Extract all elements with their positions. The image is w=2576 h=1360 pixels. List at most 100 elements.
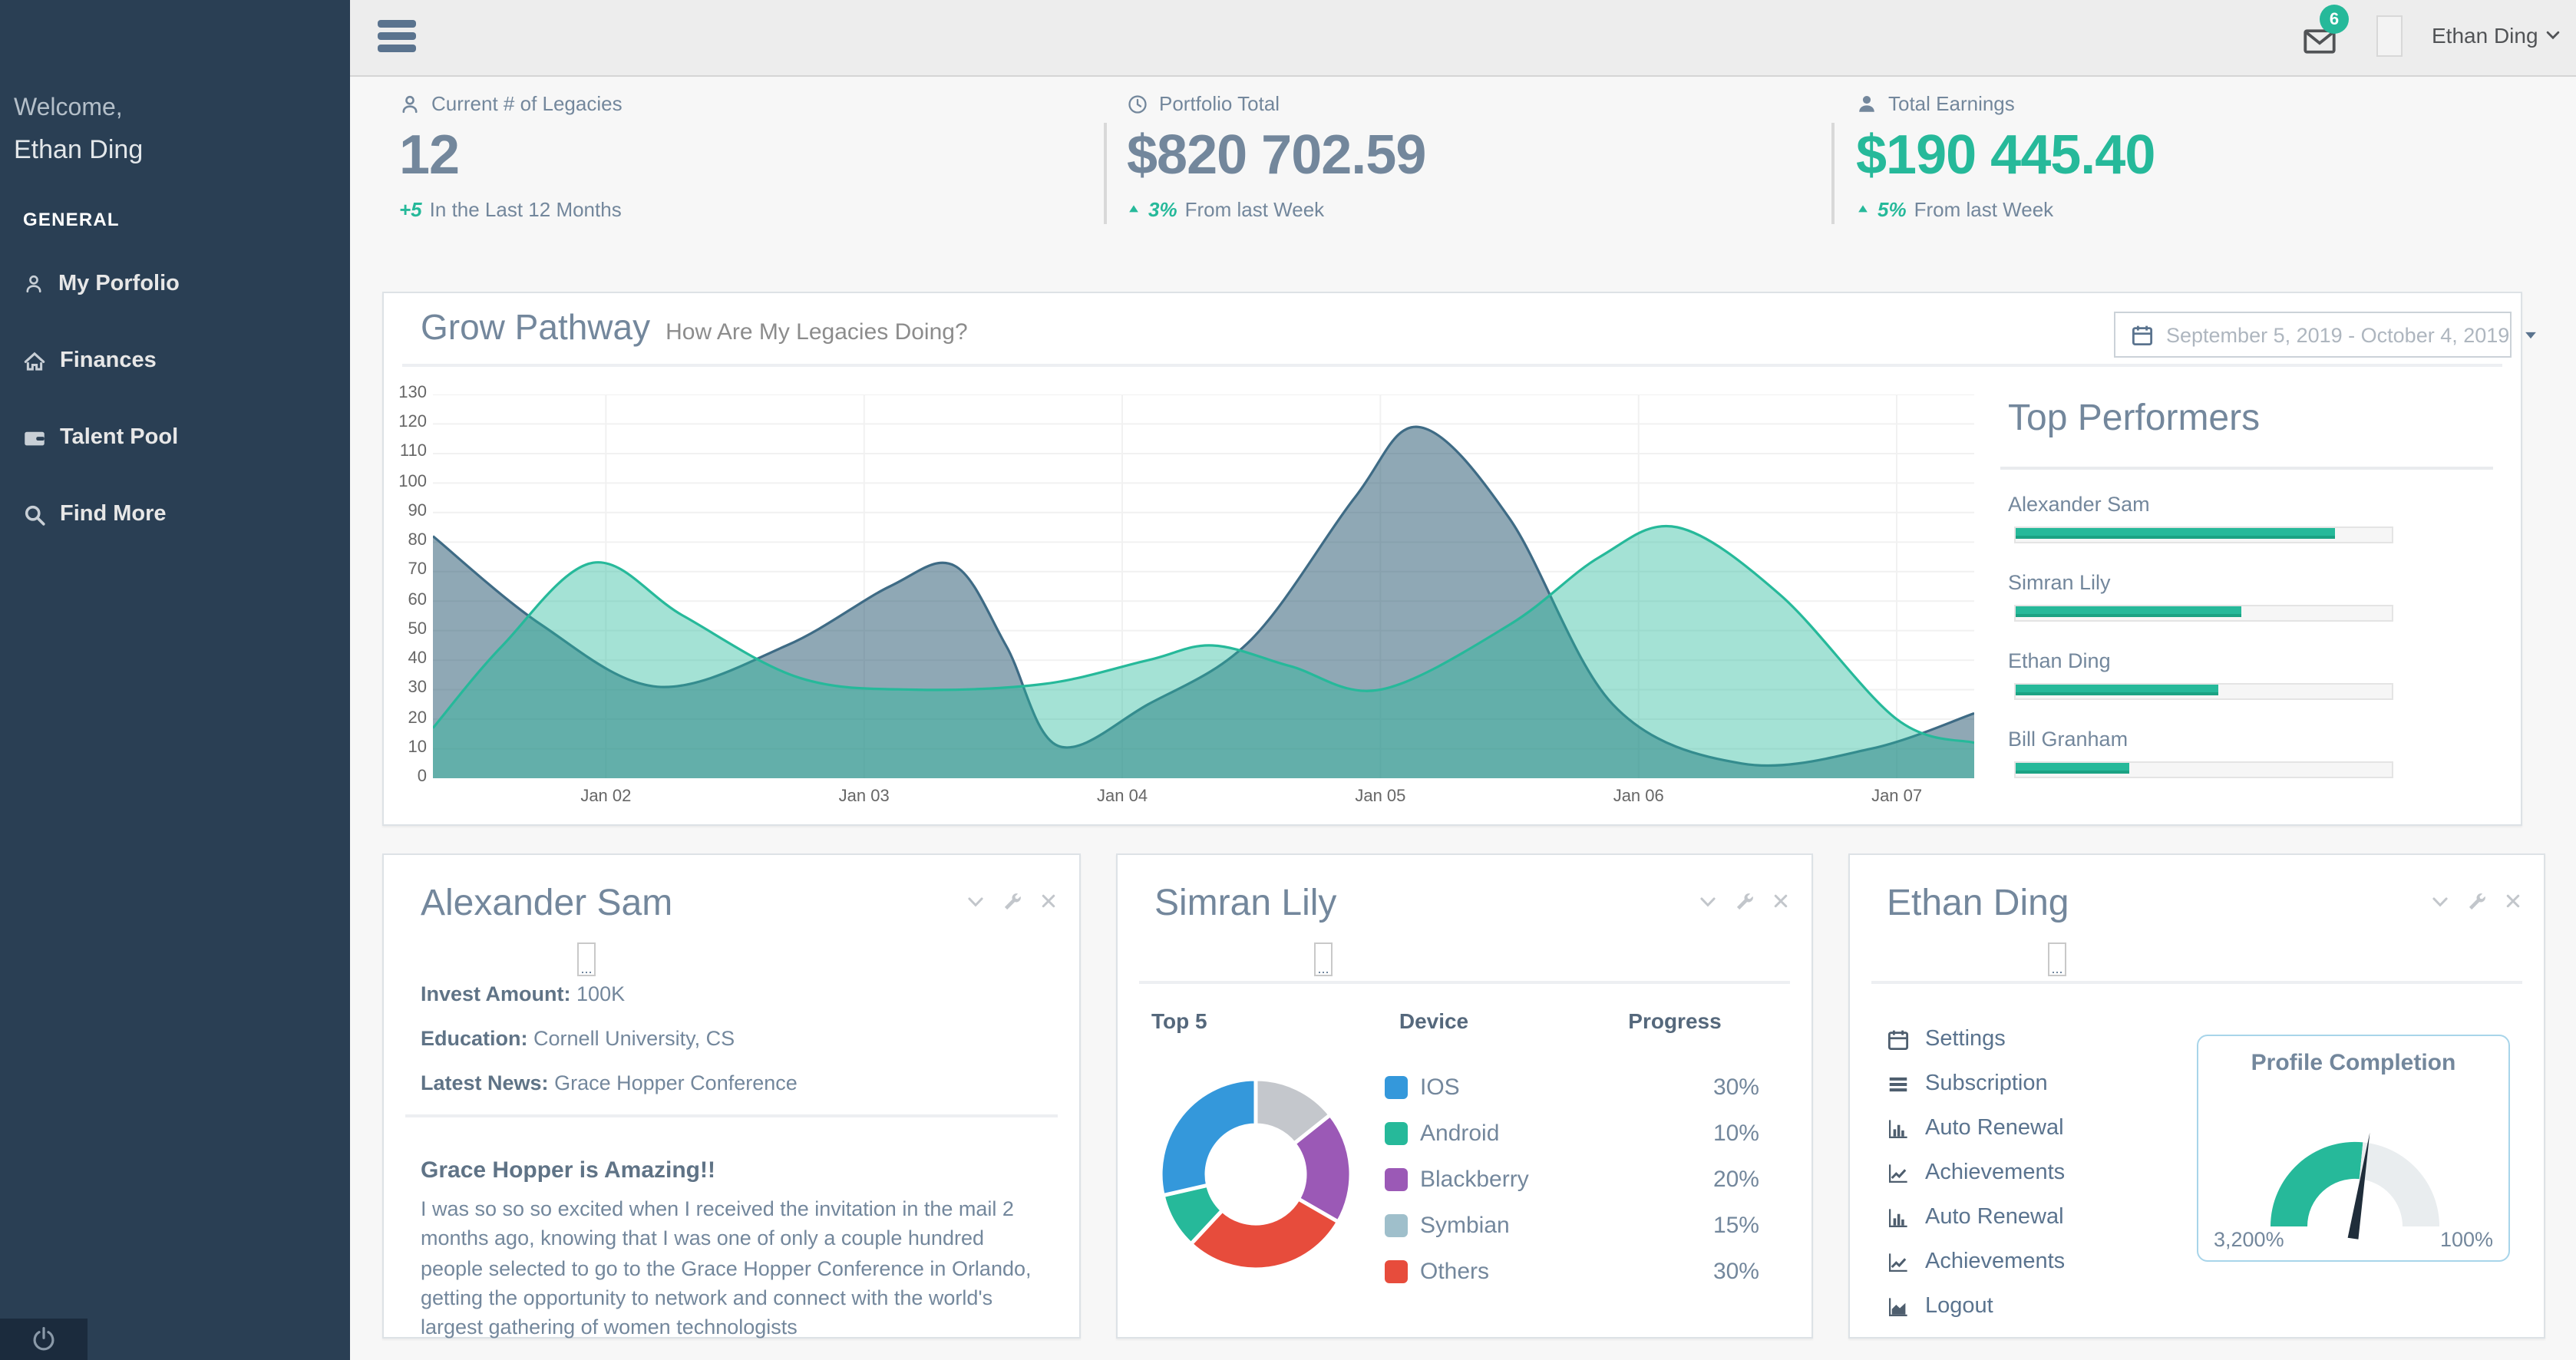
- card-title: Simran Lily: [1154, 883, 1337, 924]
- date-range-value: September 5, 2019 - October 4, 2019: [2166, 323, 2510, 346]
- user-filled-icon: [1856, 93, 1878, 114]
- card-divider: [405, 1114, 1058, 1117]
- gauge-max-label: 100%: [2439, 1228, 2493, 1251]
- user-dropdown-name: Ethan Ding: [2432, 23, 2538, 48]
- performer-name: Simran Lily: [2008, 571, 2111, 594]
- legend-swatch: [1385, 1122, 1408, 1145]
- grow-pathway-panel: Grow Pathway How Are My Legacies Doing? S…: [382, 292, 2536, 826]
- sidebar-section-label: GENERAL: [23, 209, 120, 230]
- collapse-icon[interactable]: [966, 892, 986, 912]
- sidebar-item-finances[interactable]: Finances: [0, 322, 350, 399]
- y-axis-tick: 90: [408, 501, 428, 520]
- wallet-icon: [23, 426, 46, 449]
- post-title: Grace Hopper is Amazing!!: [421, 1157, 715, 1183]
- avatar: [2376, 15, 2403, 57]
- top-navbar: 6 Ethan Ding: [350, 0, 2576, 77]
- sidebar-item-label: My Porfolio: [58, 272, 180, 296]
- x-axis-tick: Jan 07: [1871, 787, 1923, 806]
- stat-value: $820 702.59: [1127, 123, 1426, 186]
- sidebar-toggle-button[interactable]: [378, 20, 416, 57]
- user-outline-icon: [23, 273, 45, 295]
- legend-label: IOS: [1420, 1074, 1460, 1101]
- profile-menu-item-logout[interactable]: Logout: [1887, 1294, 1993, 1319]
- profile-menu-label: Auto Renewal: [1925, 1205, 2064, 1230]
- education-field: Education: Cornell University, CS: [421, 1027, 735, 1050]
- top-performers-divider: [2000, 467, 2493, 470]
- device-legend-row: Blackberry 20%: [1385, 1167, 1759, 1197]
- performer-progress-fill: [2016, 685, 2219, 695]
- y-axis-tick: 70: [408, 560, 428, 579]
- sidebar-user-name: Ethan Ding: [14, 135, 144, 164]
- legend-swatch: [1385, 1214, 1408, 1237]
- gauge-title: Profile Completion: [2251, 1050, 2456, 1076]
- messages-badge: 6: [2320, 5, 2349, 34]
- stat-delta: 5% From last Week: [1856, 198, 2516, 221]
- card-controls: [1698, 892, 1790, 912]
- wrench-icon[interactable]: [1002, 892, 1022, 912]
- legend-value: 20%: [1712, 1167, 1759, 1193]
- performer-name: Ethan Ding: [2008, 649, 2111, 672]
- y-axis-tick: 30: [408, 678, 428, 698]
- sidebar-item-label: Find More: [60, 502, 167, 527]
- performer-row: Ethan Ding: [2008, 649, 2398, 700]
- profile-menu-label: Auto Renewal: [1925, 1116, 2064, 1140]
- profile-menu-item-achievements[interactable]: Achievements: [1887, 1249, 2065, 1274]
- wrench-icon[interactable]: [1735, 892, 1755, 912]
- collapse-icon[interactable]: [2430, 892, 2450, 912]
- performer-name: Bill Granham: [2008, 728, 2129, 751]
- panel-divider: [402, 364, 2502, 367]
- user-dropdown[interactable]: Ethan Ding: [2432, 23, 2561, 48]
- performer-progress-track: [2014, 605, 2393, 622]
- profile-completion-panel: Profile Completion 3,200% 100%: [2197, 1035, 2510, 1262]
- legend-value: 15%: [1712, 1213, 1759, 1239]
- wrench-icon[interactable]: [2467, 892, 2487, 912]
- collapse-icon[interactable]: [1698, 892, 1718, 912]
- stat-label: Portfolio Total: [1159, 92, 1280, 115]
- y-axis-tick: 0: [417, 767, 427, 786]
- device-legend-row: Others 30%: [1385, 1259, 1759, 1289]
- legend-value: 30%: [1712, 1259, 1759, 1285]
- sidebar-item-my-porfolio[interactable]: My Porfolio: [0, 246, 350, 322]
- sidebar-menu: My Porfolio Finances Talent Pool Find More: [0, 246, 350, 553]
- stat-label: Total Earnings: [1888, 92, 2015, 115]
- latest-news-field: Latest News: Grace Hopper Conference: [421, 1071, 798, 1094]
- power-button[interactable]: [0, 1319, 88, 1360]
- profile-menu-item-subscription[interactable]: Subscription: [1887, 1071, 2048, 1096]
- y-axis-tick: 40: [408, 649, 428, 668]
- stat-divider: [1104, 123, 1107, 224]
- performer-progress-track: [2014, 683, 2393, 700]
- caret-down-icon: [2522, 326, 2538, 343]
- close-icon[interactable]: [1039, 892, 1058, 912]
- performer-row: Simran Lily: [2008, 571, 2398, 622]
- sidebar-item-talent-pool[interactable]: Talent Pool: [0, 399, 350, 476]
- sidebar-item-find-more[interactable]: Find More: [0, 476, 350, 553]
- y-axis-tick: 110: [399, 442, 427, 461]
- broken-image-placeholder: ...: [1314, 942, 1333, 976]
- column-header-progress: Progress: [1628, 1008, 1722, 1033]
- y-axis-tick: 10: [408, 738, 428, 757]
- calendar-icon: [1887, 1028, 1910, 1051]
- date-range-picker[interactable]: September 5, 2019 - October 4, 2019: [2114, 312, 2536, 358]
- y-axis-tick: 100: [398, 472, 427, 491]
- stat-divider: [1831, 123, 1835, 224]
- legend-label: Blackberry: [1420, 1167, 1529, 1193]
- card-simran-lily: Simran Lily ... Top 5 Device Progress IO…: [1116, 853, 1813, 1339]
- profile-menu-item-settings[interactable]: Settings: [1887, 1027, 2006, 1051]
- card-title: Alexander Sam: [421, 883, 673, 924]
- card-controls: [966, 892, 1058, 912]
- profile-menu-item-achievements[interactable]: Achievements: [1887, 1160, 2065, 1185]
- broken-image-placeholder: ...: [2048, 942, 2066, 976]
- profile-menu-label: Logout: [1925, 1294, 1993, 1319]
- legend-swatch: [1385, 1076, 1408, 1099]
- close-icon[interactable]: [1772, 892, 1790, 912]
- profile-menu-label: Achievements: [1925, 1160, 2066, 1185]
- profile-menu-item-auto-renewal[interactable]: Auto Renewal: [1887, 1116, 2064, 1140]
- stat-delta: 3% From last Week: [1127, 198, 1787, 221]
- post-body: I was so so so excited when I received t…: [421, 1197, 1032, 1339]
- performer-progress-fill: [2016, 528, 2336, 539]
- close-icon[interactable]: [2504, 892, 2522, 912]
- messages-button[interactable]: [2303, 25, 2337, 58]
- profile-menu-item-auto-renewal[interactable]: Auto Renewal: [1887, 1205, 2064, 1230]
- profile-menu-label: Settings: [1925, 1027, 2006, 1051]
